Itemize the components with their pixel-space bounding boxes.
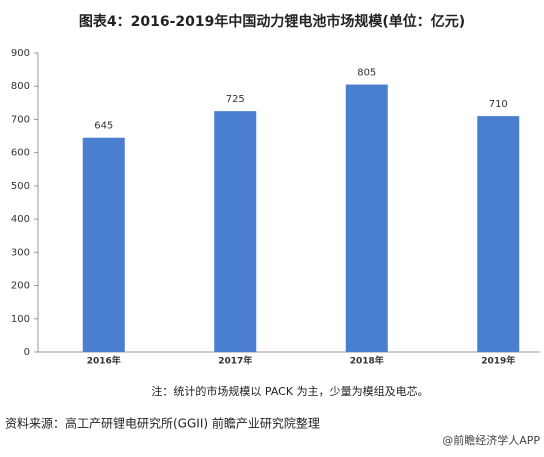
x-tick-label: 2019年 [481, 355, 515, 367]
y-tick-label: 900 [11, 48, 30, 59]
data-label: 710 [489, 99, 508, 110]
y-tick-label: 400 [11, 214, 30, 225]
data-label: 725 [226, 94, 245, 105]
y-tick-label: 500 [11, 181, 30, 192]
y-tick-label: 600 [11, 148, 30, 159]
bar [477, 116, 520, 352]
bar [214, 111, 257, 352]
source: 资料来源：高工产研锂电研究所(GGII) 前瞻产业研究院整理 [5, 416, 320, 431]
y-tick-label: 100 [11, 314, 30, 325]
x-tick-label: 2018年 [350, 355, 384, 367]
chart-title: 图表4：2016-2019年中国动力锂电池市场规模(单位：亿元) [79, 13, 465, 30]
watermark: @前瞻经济学人APP [442, 433, 540, 447]
bar [82, 137, 125, 352]
bar [345, 84, 388, 353]
y-tick-label: 700 [11, 114, 30, 125]
data-label: 805 [357, 68, 376, 79]
x-tick-label: 2016年 [87, 355, 121, 367]
y-tick-label: 200 [11, 281, 30, 292]
y-tick-label: 300 [11, 247, 30, 258]
x-tick-label: 2017年 [218, 355, 252, 367]
y-tick-label: 0 [24, 347, 30, 358]
note: 注：统计的市场规模以 PACK 为主，少量为模组及电芯。 [151, 384, 428, 398]
data-label: 645 [94, 121, 113, 132]
y-tick-label: 800 [11, 81, 30, 92]
